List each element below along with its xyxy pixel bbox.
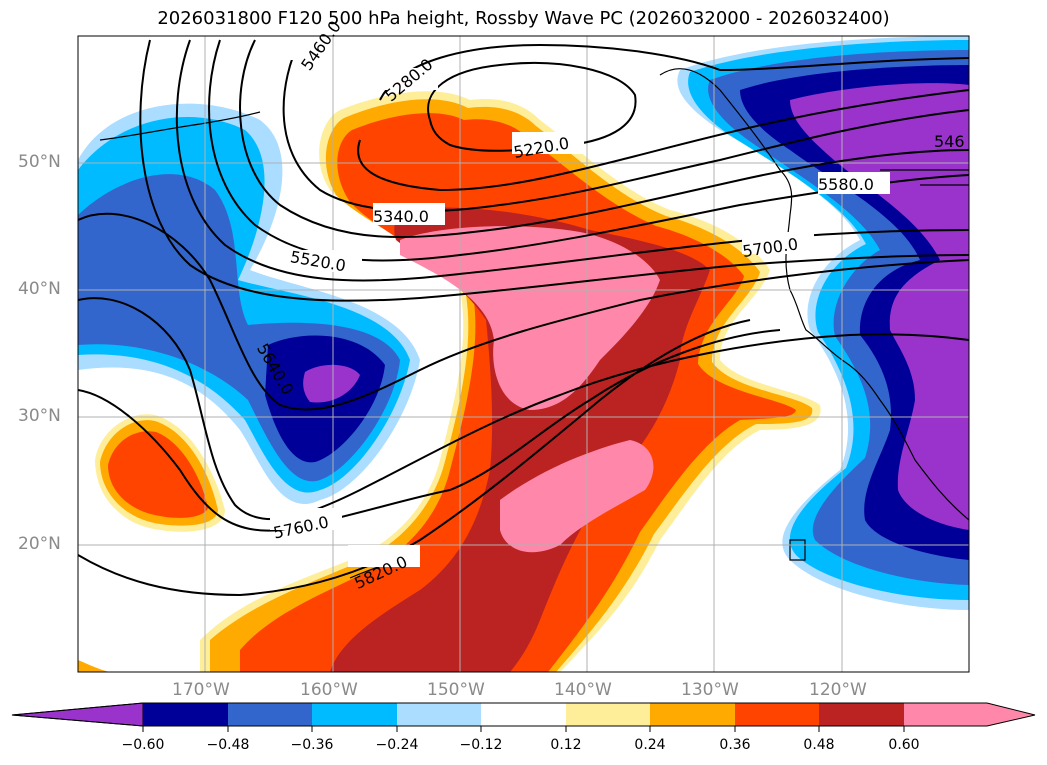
lon-label-130w: 130°W — [681, 680, 739, 700]
contour-label-11: 546 — [934, 132, 965, 151]
colorbar-tick-label: 0.24 — [634, 737, 666, 753]
colorbar-tick-label: −0.60 — [121, 737, 165, 753]
colorbar-tick-label: −0.48 — [206, 737, 250, 753]
lat-label-50n: 50°N — [18, 152, 61, 172]
colorbar-tick-label: 0.60 — [888, 737, 920, 753]
lat-label-20n: 20°N — [18, 534, 61, 554]
colorbar-bin-9 — [819, 703, 904, 726]
colorbar-tick-label: −0.36 — [290, 737, 334, 753]
colorbar-tick-label: −0.24 — [375, 737, 419, 753]
colorbar-bin-6 — [566, 703, 650, 726]
colorbar-bin-1 — [143, 703, 228, 726]
colorbar-bin-8 — [735, 703, 819, 726]
lon-label-160w: 160°W — [300, 680, 358, 700]
colorbar-bin-4 — [397, 703, 481, 726]
colorbar-tick-label: 0.36 — [719, 737, 751, 753]
coastlines — [99, 68, 969, 579]
colorbar-tick-label: 0.48 — [803, 737, 835, 753]
colorbar-extend-low — [11, 702, 144, 727]
lon-label-150w: 150°W — [427, 680, 485, 700]
plot-frame — [77, 35, 970, 673]
colorbar-extend-high — [904, 703, 1035, 726]
colorbar-bin-7 — [650, 703, 735, 726]
lon-label-170w: 170°W — [172, 680, 230, 700]
lon-label-140w: 140°W — [554, 680, 612, 700]
map-title: 2026031800 F120 500 hPa height, Rossby W… — [157, 8, 890, 29]
colorbar-bin-5 — [481, 703, 566, 726]
colorbar-bin-3 — [312, 703, 397, 726]
anomaly-fill — [78, 36, 969, 672]
contour-label-6: 5580.0 — [818, 175, 874, 194]
graticule — [78, 36, 969, 672]
colorbar-tick-label: −0.12 — [459, 737, 503, 753]
lon-label-120w: 120°W — [809, 680, 867, 700]
contour-label-4: 5340.0 — [373, 207, 429, 226]
colorbar — [11, 702, 1036, 732]
lat-label-30n: 30°N — [18, 406, 61, 426]
colorbar-tick-label: 0.12 — [550, 737, 582, 753]
lat-label-40n: 40°N — [18, 279, 61, 299]
colorbar-bin-2 — [228, 703, 312, 726]
